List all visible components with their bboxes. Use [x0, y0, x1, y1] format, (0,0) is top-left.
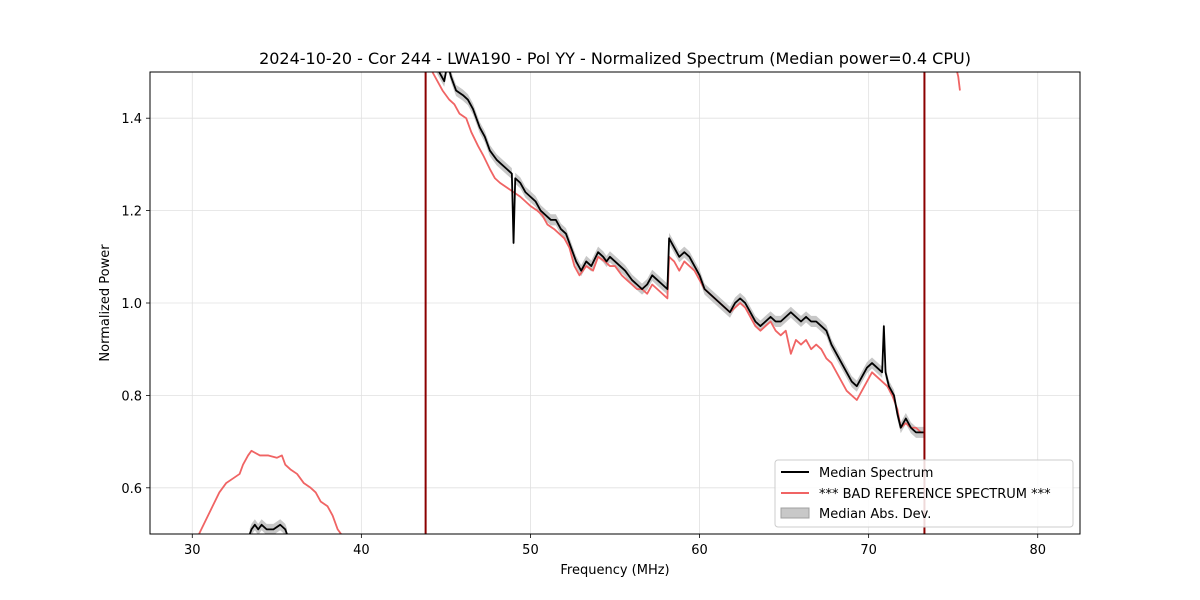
- median-spectrum-line: [438, 72, 925, 434]
- x-axis-ticks: 30 40 50 60 70 80: [184, 534, 1046, 558]
- y-axis-label: Normalized Power: [98, 244, 113, 362]
- y-axis-ticks: 0.6 0.8 1.0 1.2 1.4: [121, 112, 150, 497]
- x-tick-label: 60: [691, 543, 708, 558]
- legend-label-mad: Median Abs. Dev.: [819, 507, 931, 522]
- legend-label-median: Median Spectrum: [819, 466, 933, 481]
- legend-swatch-mad: [780, 507, 810, 519]
- x-tick-label: 80: [1029, 543, 1046, 558]
- median-spectrum-line: [248, 523, 288, 534]
- legend-label-reference: *** BAD REFERENCE SPECTRUM ***: [819, 487, 1051, 502]
- y-tick-label: 1.0: [121, 297, 142, 312]
- mad-band: [249, 519, 287, 534]
- legend-box: [774, 459, 1074, 528]
- x-tick-label: 40: [353, 543, 370, 558]
- y-tick-label: 1.2: [121, 205, 142, 220]
- legend: Median Spectrum *** BAD REFERENCE SPECTR…: [774, 459, 1074, 528]
- plot-content: [198, 72, 961, 534]
- reference-spectrum-line: [956, 72, 961, 91]
- x-tick-label: 70: [860, 543, 877, 558]
- x-tick-label: 50: [522, 543, 539, 558]
- x-axis-label: Frequency (MHz): [560, 563, 669, 578]
- y-tick-label: 1.4: [121, 112, 142, 127]
- y-tick-label: 0.8: [121, 389, 142, 404]
- reference-spectrum-line: [431, 72, 925, 434]
- y-tick-label: 0.6: [121, 482, 142, 497]
- chart-title: 2024-10-20 - Cor 244 - LWA190 - Pol YY -…: [259, 49, 971, 68]
- reference-spectrum-line: [198, 449, 342, 534]
- x-tick-label: 30: [184, 543, 201, 558]
